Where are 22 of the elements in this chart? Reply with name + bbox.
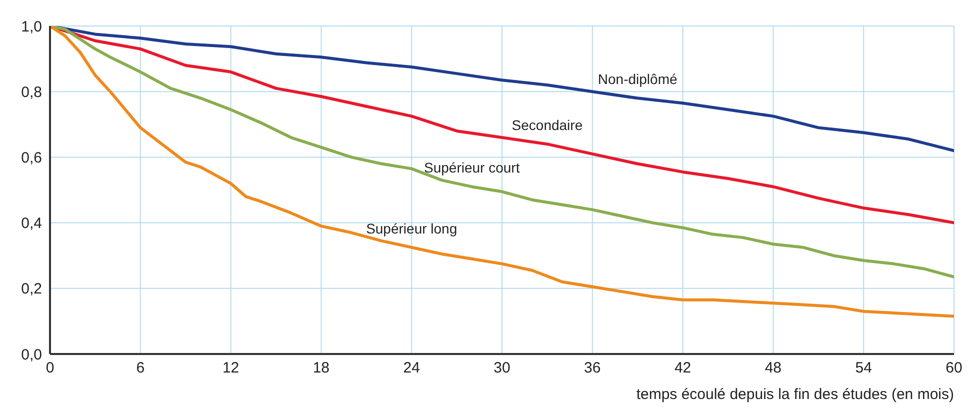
x-tick-label: 12	[222, 360, 240, 377]
x-tick-label: 0	[46, 360, 54, 377]
y-tick-label: 0,8	[21, 84, 42, 101]
x-tick-label: 24	[403, 360, 420, 377]
y-tick-label: 0,0	[21, 346, 42, 364]
x-tick-label: 6	[136, 360, 145, 377]
series-label: Secondaire	[512, 117, 583, 134]
y-tick-label: 0,2	[21, 280, 42, 298]
y-tick-label: 1,0	[21, 18, 42, 36]
series-label: Supérieur long	[366, 220, 458, 236]
x-tick-label: 48	[764, 360, 782, 377]
x-tick-label: 30	[494, 360, 510, 377]
x-tick-label: 42	[674, 360, 692, 377]
x-tick-label: 36	[584, 360, 601, 377]
x-tick-label: 18	[312, 360, 330, 377]
x-axis-title: temps écoulé depuis la fin des études (en mois)	[635, 386, 954, 403]
x-tick-label: 60	[946, 360, 962, 377]
y-tick-label: 0,4	[21, 215, 42, 232]
series-label: Supérieur court	[424, 160, 520, 176]
series-label: Non-diplômé	[598, 71, 678, 88]
x-tick-label: 54	[855, 360, 872, 377]
y-tick-label: 0,6	[21, 150, 42, 167]
